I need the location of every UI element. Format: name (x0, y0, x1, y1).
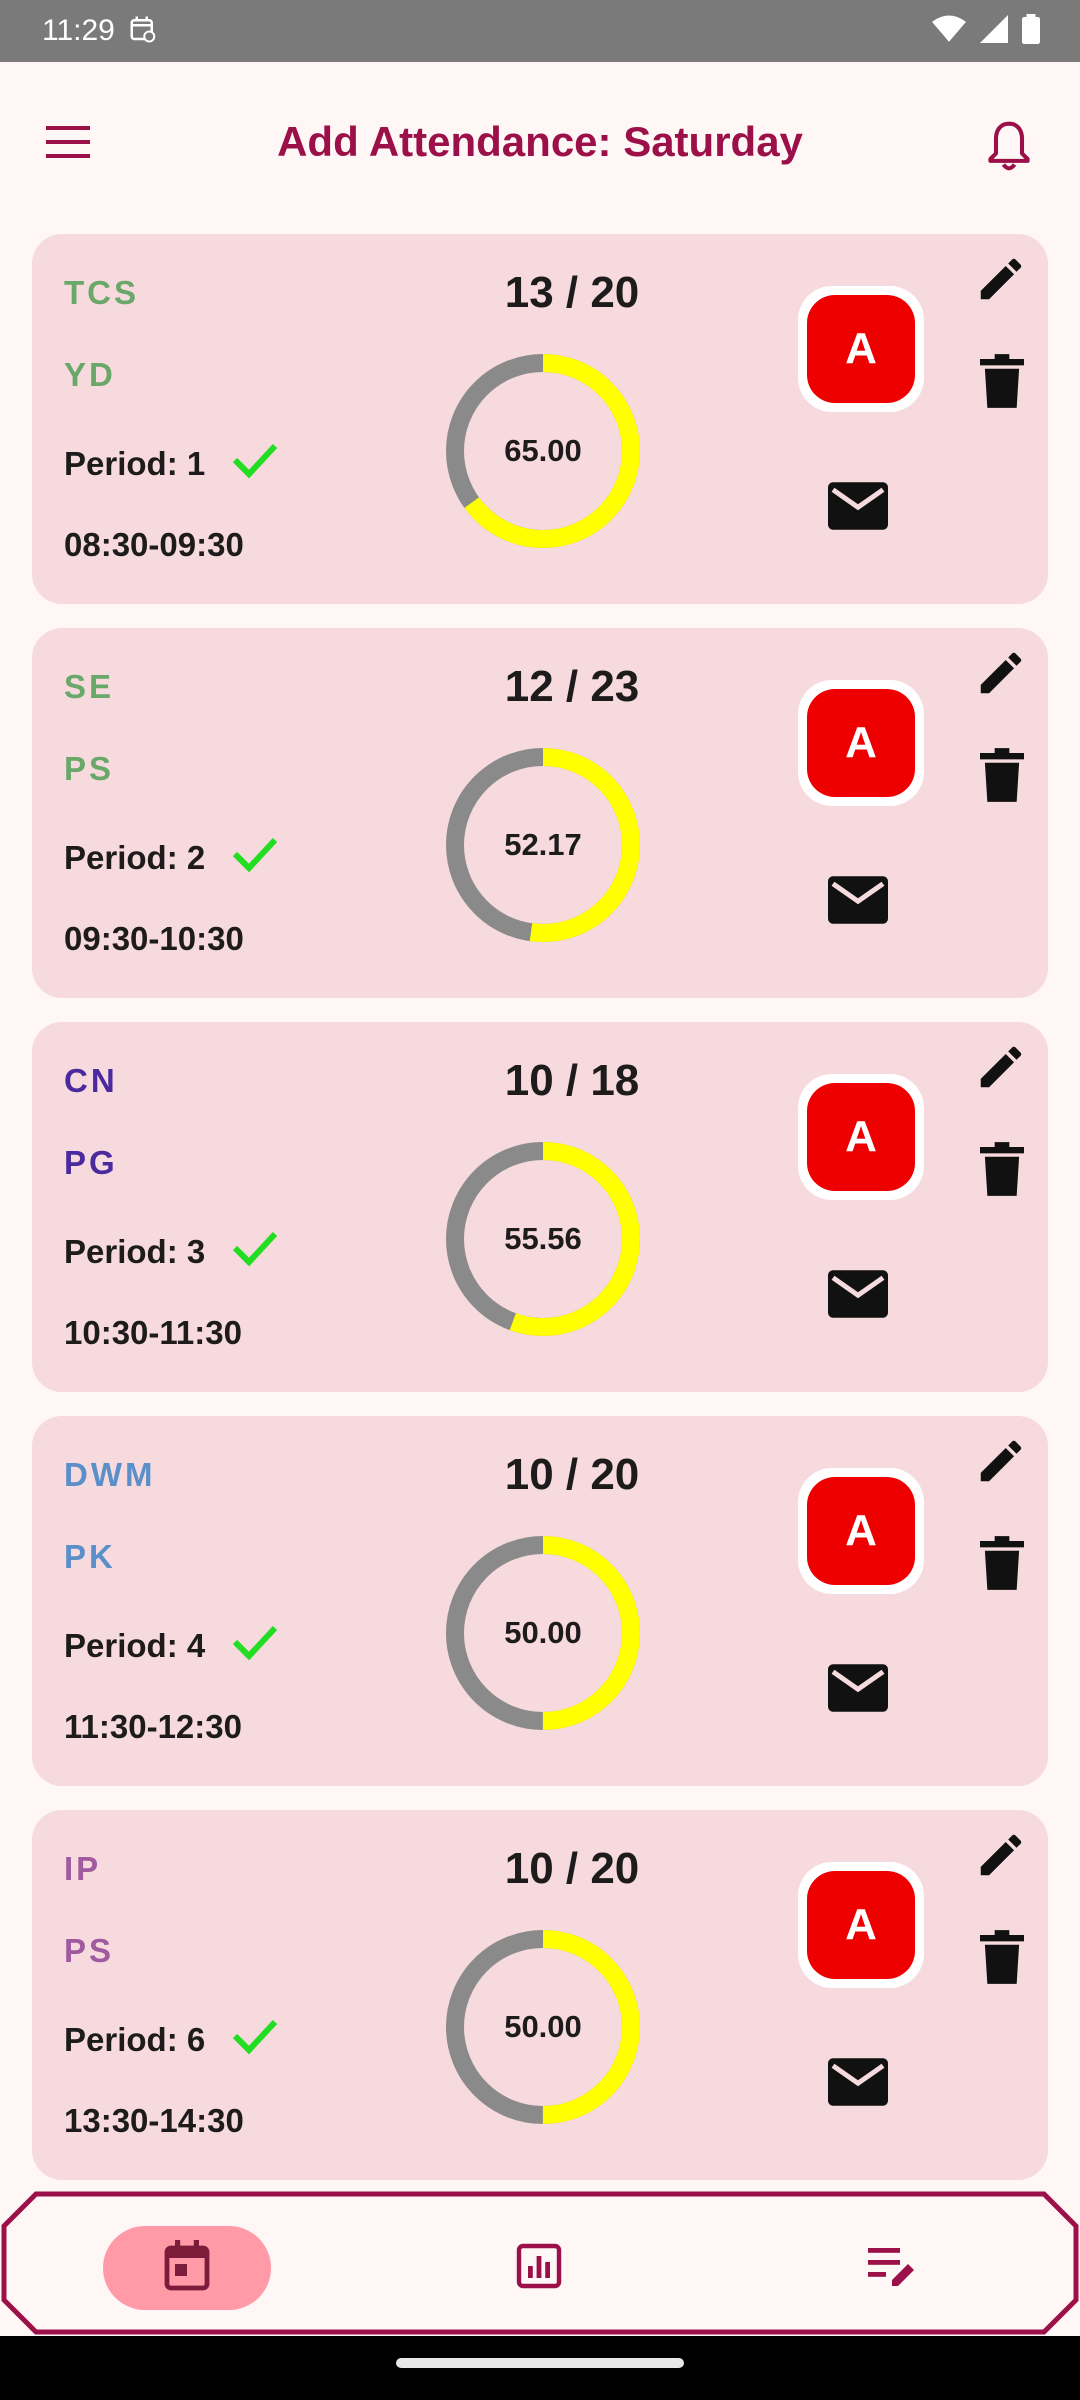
period-row: Period: 2 (64, 834, 279, 882)
mark-absent-button[interactable]: A (798, 286, 924, 412)
mail-icon[interactable] (828, 2058, 888, 2111)
subject-label: IP (64, 1850, 102, 1887)
nav-tab-edit-list[interactable] (808, 2226, 976, 2310)
period-label: Period: 6 (64, 2021, 206, 2058)
mark-absent-button[interactable]: A (798, 1862, 924, 1988)
menu-icon[interactable] (44, 122, 92, 167)
app-bar: Add Attendance: Saturday (0, 62, 1080, 232)
attendance-ratio: 13 / 20 (504, 268, 640, 317)
attendance-progress-ring (446, 1142, 640, 1336)
attendance-card[interactable]: TCS YD Period: 1 08:30-09:30 13 / 20 65.… (32, 234, 1048, 604)
time-slot: 13:30-14:30 (64, 2102, 244, 2139)
bar-chart-icon (515, 2242, 563, 2295)
attendance-progress-ring (446, 748, 640, 942)
time-slot: 08:30-09:30 (64, 526, 244, 563)
attendance-card[interactable]: DWM PK Period: 4 11:30-12:30 10 / 20 50.… (32, 1416, 1048, 1786)
page-title: Add Attendance: Saturday (277, 118, 803, 165)
period-row: Period: 6 (64, 2016, 279, 2064)
time-slot: 10:30-11:30 (64, 1314, 242, 1351)
progress-fill (446, 354, 640, 548)
attendance-percent: 50.00 (504, 2009, 582, 2044)
teacher-label: YD (64, 356, 116, 393)
check-icon (231, 1622, 279, 1670)
edit-icon[interactable] (974, 252, 1028, 311)
battery-icon (1022, 14, 1040, 49)
bottom-nav (0, 2190, 1080, 2336)
teacher-label: PS (64, 750, 115, 787)
period-row: Period: 4 (64, 1622, 279, 1670)
progress-fill (446, 1930, 640, 2124)
progress-fill (446, 1536, 640, 1730)
mail-icon[interactable] (828, 1270, 888, 1323)
attendance-ratio: 10 / 18 (504, 1056, 640, 1105)
status-bar: 11:29 (0, 0, 1080, 62)
delete-icon[interactable] (980, 1930, 1024, 1989)
absent-label: A (807, 1871, 915, 1979)
absent-label: A (807, 689, 915, 797)
edit-icon[interactable] (974, 646, 1028, 705)
edit-icon[interactable] (974, 1434, 1028, 1493)
mark-absent-button[interactable]: A (798, 1468, 924, 1594)
check-icon (231, 834, 279, 882)
period-label: Period: 1 (64, 445, 206, 482)
check-icon (231, 440, 279, 488)
edit-icon[interactable] (974, 1040, 1028, 1099)
period-label: Period: 2 (64, 839, 206, 876)
subject-label: TCS (64, 274, 139, 311)
attendance-card[interactable]: SE PS Period: 2 09:30-10:30 12 / 23 52.1… (32, 628, 1048, 998)
delete-icon[interactable] (980, 748, 1024, 807)
period-label: Period: 3 (64, 1233, 206, 1270)
nav-tab-statistics[interactable] (455, 2226, 623, 2310)
attendance-progress-ring (446, 1536, 640, 1730)
check-icon (231, 2016, 279, 2064)
attendance-percent: 50.00 (504, 1615, 582, 1650)
absent-label: A (807, 295, 915, 403)
attendance-card[interactable]: IP PS Period: 6 13:30-14:30 10 / 20 50.0… (32, 1810, 1048, 2180)
nav-tab-calendar[interactable] (103, 2226, 271, 2310)
time-slot: 11:30-12:30 (64, 1708, 242, 1745)
home-indicator[interactable] (396, 2358, 684, 2368)
edit-list-icon (866, 2244, 918, 2293)
attendance-percent: 52.17 (504, 827, 582, 862)
progress-fill (446, 748, 640, 942)
absent-label: A (807, 1477, 915, 1585)
mail-icon[interactable] (828, 482, 888, 535)
attendance-progress-ring (446, 354, 640, 548)
period-row: Period: 3 (64, 1228, 279, 1276)
edit-icon[interactable] (974, 1828, 1028, 1887)
time-slot: 09:30-10:30 (64, 920, 244, 957)
calendar-sync-icon (128, 14, 158, 49)
attendance-ratio: 10 / 20 (504, 1844, 640, 1893)
period-label: Period: 4 (64, 1627, 206, 1664)
mail-icon[interactable] (828, 1664, 888, 1717)
absent-label: A (807, 1083, 915, 1191)
teacher-label: PK (64, 1538, 116, 1575)
attendance-percent: 65.00 (504, 433, 582, 468)
check-icon (231, 1228, 279, 1276)
subject-label: SE (64, 668, 115, 705)
teacher-label: PS (64, 1932, 115, 1969)
status-time: 11:29 (42, 14, 115, 47)
calendar-icon (163, 2239, 211, 2297)
progress-fill (446, 1142, 640, 1336)
attendance-ratio: 10 / 20 (504, 1450, 640, 1499)
delete-icon[interactable] (980, 1142, 1024, 1201)
attendance-progress-ring (446, 1930, 640, 2124)
attendance-percent: 55.56 (504, 1221, 582, 1256)
teacher-label: PG (64, 1144, 118, 1181)
subject-label: DWM (64, 1456, 156, 1493)
mail-icon[interactable] (828, 876, 888, 929)
bell-icon[interactable] (986, 120, 1032, 177)
attendance-card[interactable]: CN PG Period: 3 10:30-11:30 10 / 18 55.5… (32, 1022, 1048, 1392)
mark-absent-button[interactable]: A (798, 1074, 924, 1200)
period-row: Period: 1 (64, 440, 279, 488)
delete-icon[interactable] (980, 1536, 1024, 1595)
wifi-icon (932, 14, 966, 49)
signal-icon (980, 15, 1008, 48)
subject-label: CN (64, 1062, 118, 1099)
mark-absent-button[interactable]: A (798, 680, 924, 806)
gesture-bar (0, 2336, 1080, 2400)
attendance-ratio: 12 / 23 (504, 662, 640, 711)
delete-icon[interactable] (980, 354, 1024, 413)
